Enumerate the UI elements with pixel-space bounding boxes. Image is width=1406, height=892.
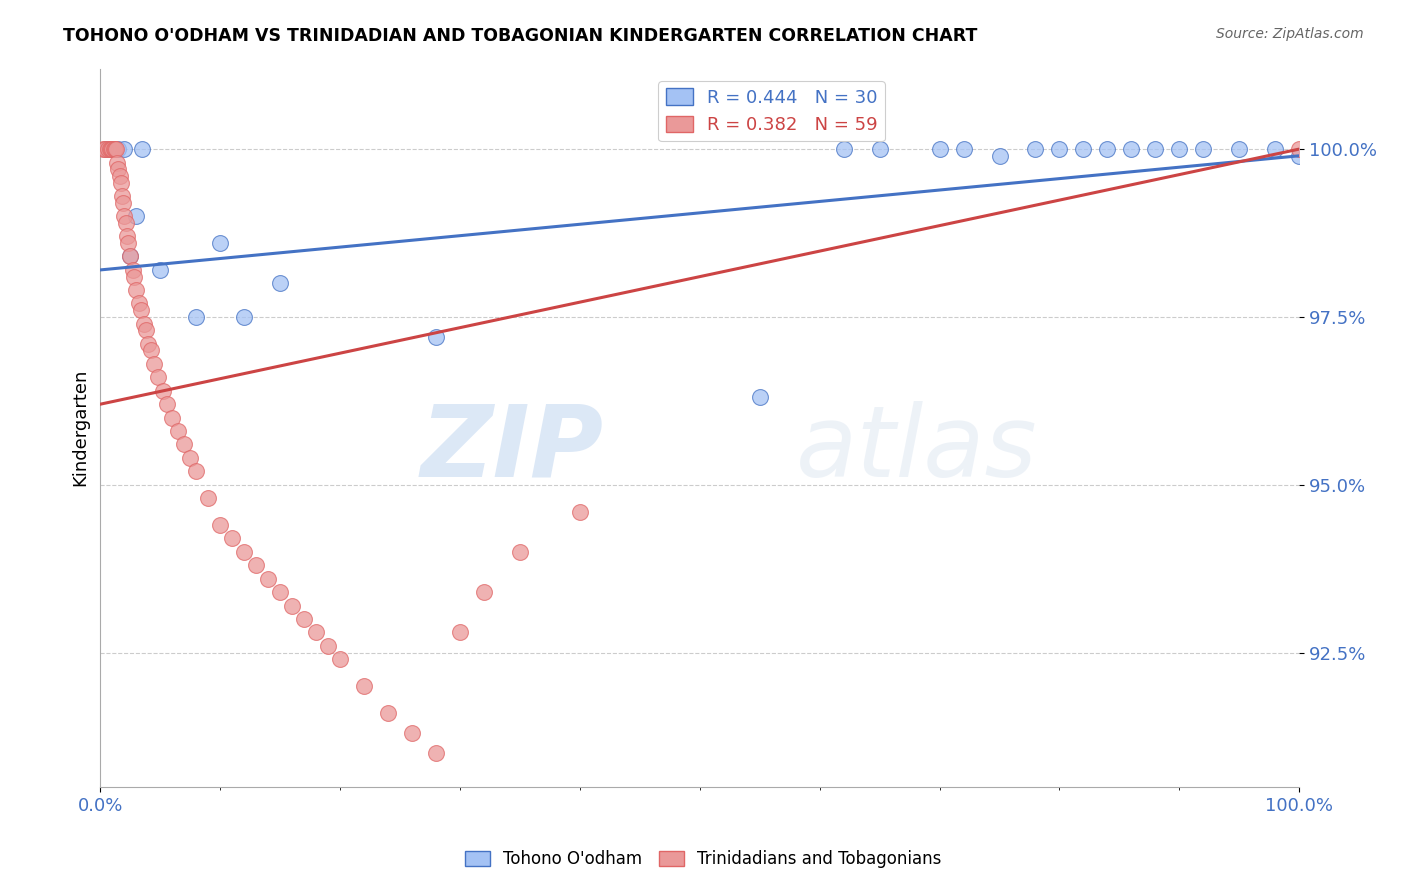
Point — [125, 283, 148, 297]
Point — [98, 142, 121, 156]
Point — [472, 585, 495, 599]
Point — [269, 585, 291, 599]
Point — [107, 162, 129, 177]
Text: ZIP: ZIP — [420, 401, 603, 498]
Point — [112, 209, 135, 223]
Point — [209, 235, 232, 250]
Text: atlas: atlas — [796, 401, 1038, 498]
Point — [94, 142, 117, 156]
Point — [139, 343, 162, 358]
Point — [988, 149, 1011, 163]
Point — [425, 746, 447, 760]
Point — [269, 277, 291, 291]
Point — [1121, 142, 1143, 156]
Point — [509, 545, 531, 559]
Point — [1227, 142, 1250, 156]
Point — [112, 195, 135, 210]
Point — [103, 142, 125, 156]
Legend: Tohono O'odham, Trinidadians and Tobagonians: Tohono O'odham, Trinidadians and Tobagon… — [458, 844, 948, 875]
Point — [112, 142, 135, 156]
Point — [1168, 142, 1191, 156]
Point — [1024, 142, 1046, 156]
Point — [305, 625, 328, 640]
Y-axis label: Kindergarten: Kindergarten — [72, 369, 89, 486]
Point — [292, 612, 315, 626]
Point — [146, 370, 169, 384]
Point — [233, 545, 256, 559]
Point — [832, 142, 855, 156]
Point — [353, 679, 375, 693]
Point — [928, 142, 950, 156]
Point — [952, 142, 974, 156]
Point — [107, 142, 129, 156]
Point — [245, 558, 267, 573]
Point — [377, 706, 399, 720]
Point — [197, 491, 219, 505]
Point — [1264, 142, 1286, 156]
Point — [162, 410, 184, 425]
Point — [114, 216, 136, 230]
Point — [136, 336, 159, 351]
Point — [568, 505, 591, 519]
Point — [91, 142, 114, 156]
Text: TOHONO O'ODHAM VS TRINIDADIAN AND TOBAGONIAN KINDERGARTEN CORRELATION CHART: TOHONO O'ODHAM VS TRINIDADIAN AND TOBAGO… — [63, 27, 977, 45]
Point — [233, 310, 256, 324]
Point — [156, 397, 179, 411]
Point — [110, 176, 132, 190]
Point — [149, 263, 172, 277]
Point — [129, 303, 152, 318]
Point — [257, 572, 280, 586]
Point — [122, 269, 145, 284]
Point — [105, 155, 128, 169]
Point — [179, 450, 201, 465]
Point — [1049, 142, 1071, 156]
Point — [1288, 142, 1310, 156]
Point — [748, 391, 770, 405]
Point — [1097, 142, 1119, 156]
Point — [1073, 142, 1095, 156]
Point — [128, 296, 150, 310]
Point — [96, 142, 118, 156]
Point — [186, 310, 208, 324]
Point — [101, 142, 124, 156]
Point — [135, 323, 157, 337]
Point — [120, 250, 142, 264]
Point — [143, 357, 166, 371]
Point — [101, 142, 124, 156]
Point — [449, 625, 471, 640]
Point — [120, 250, 142, 264]
Point — [131, 142, 153, 156]
Point — [1192, 142, 1215, 156]
Point — [1144, 142, 1167, 156]
Point — [132, 317, 155, 331]
Point — [173, 437, 195, 451]
Point — [316, 639, 339, 653]
Point — [1288, 149, 1310, 163]
Point — [121, 263, 143, 277]
Point — [209, 518, 232, 533]
Point — [152, 384, 174, 398]
Point — [869, 142, 891, 156]
Point — [425, 330, 447, 344]
Point — [221, 532, 243, 546]
Point — [108, 169, 131, 183]
Point — [115, 229, 138, 244]
Point — [125, 209, 148, 223]
Point — [100, 142, 122, 156]
Point — [281, 599, 304, 613]
Point — [96, 142, 118, 156]
Point — [104, 142, 127, 156]
Point — [111, 189, 134, 203]
Legend: R = 0.444   N = 30, R = 0.382   N = 59: R = 0.444 N = 30, R = 0.382 N = 59 — [658, 81, 884, 141]
Point — [329, 652, 352, 666]
Point — [186, 464, 208, 478]
Point — [401, 726, 423, 740]
Point — [167, 424, 190, 438]
Point — [104, 142, 127, 156]
Point — [117, 235, 139, 250]
Text: Source: ZipAtlas.com: Source: ZipAtlas.com — [1216, 27, 1364, 41]
